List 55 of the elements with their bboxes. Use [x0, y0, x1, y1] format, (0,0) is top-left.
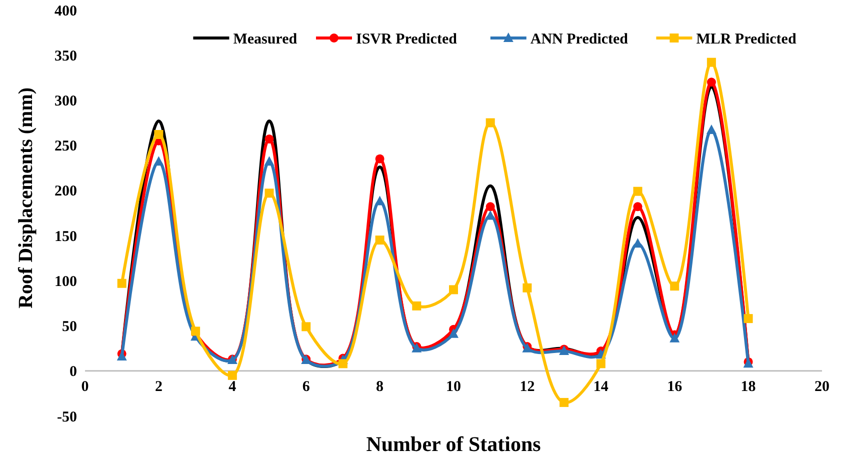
x-tick-label: 12	[520, 378, 535, 395]
y-tick-label: 400	[54, 3, 77, 20]
x-tick-label: 8	[376, 378, 384, 395]
x-tick-label: 0	[81, 378, 89, 395]
point	[560, 398, 569, 407]
y-axis-title: Roof Displacements (mm)	[15, 87, 37, 309]
point	[486, 118, 495, 128]
point	[633, 186, 642, 196]
y-tick-label: 150	[54, 228, 77, 245]
point	[264, 134, 274, 144]
y-tick-label: 350	[54, 48, 77, 64]
legend-label: ISVR Predicted	[356, 31, 458, 48]
point	[264, 188, 274, 198]
point	[264, 156, 274, 166]
point	[449, 285, 458, 294]
point	[633, 202, 642, 212]
point	[338, 359, 348, 368]
x-tick-label: 18	[740, 378, 756, 395]
y-tick-label: 250	[54, 138, 77, 155]
x-tick-label: 16	[667, 378, 683, 395]
point	[522, 283, 532, 292]
legend-label: Measured	[233, 31, 298, 48]
x-tick-label: 10	[446, 378, 461, 395]
x-tick-label: 4	[228, 378, 237, 395]
point	[154, 156, 164, 166]
point	[412, 301, 422, 310]
legend-label: ANN Predicted	[530, 31, 629, 48]
point	[228, 370, 237, 380]
point	[117, 278, 126, 288]
x-tick-label: 6	[302, 378, 310, 395]
y-tick-label: 50	[62, 319, 77, 336]
y-tick-label: 0	[70, 364, 77, 380]
x-tick-label: 2	[154, 378, 162, 395]
point	[375, 154, 384, 164]
point	[670, 282, 680, 291]
point	[448, 328, 458, 338]
x-tick-label: 14	[593, 378, 609, 395]
point	[706, 124, 716, 134]
point	[706, 58, 716, 67]
y-tick-label: 100	[54, 274, 77, 290]
x-axis-title: Number of Stations	[366, 432, 541, 456]
x-tick-label: 20	[814, 378, 830, 395]
y-tick-label: 300	[54, 93, 77, 110]
y-tick-label: 200	[54, 184, 77, 200]
point	[375, 236, 384, 245]
point	[154, 130, 164, 140]
point	[302, 322, 311, 332]
y-tick-label: -50	[57, 409, 77, 426]
point	[670, 332, 680, 342]
point	[596, 359, 606, 368]
legend-label: MLR Predicted	[696, 31, 797, 48]
point	[486, 202, 495, 212]
point	[374, 196, 385, 206]
point	[744, 314, 753, 324]
point	[706, 78, 716, 87]
